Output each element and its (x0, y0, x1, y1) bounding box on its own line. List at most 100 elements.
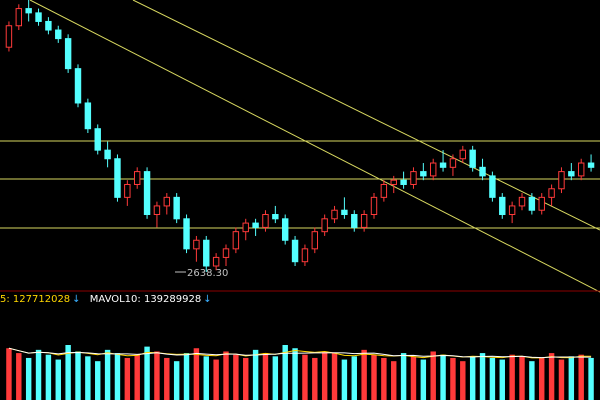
candle-body (25, 8, 32, 14)
volume-bar (361, 349, 367, 400)
candle-body (193, 239, 200, 250)
candle (242, 218, 249, 241)
candle-body (163, 196, 171, 207)
volume-bar (371, 354, 377, 400)
candle-body (15, 8, 23, 27)
candle-body (548, 188, 555, 198)
candle-body (508, 205, 516, 216)
candle-body (380, 183, 388, 198)
candle-body (538, 196, 545, 211)
volume-bar (183, 353, 190, 400)
candle-body (272, 214, 279, 220)
volume-bar (16, 353, 22, 400)
candle-body (360, 214, 368, 228)
volume-bar (203, 356, 209, 400)
volume-bar (578, 354, 584, 400)
ma10-arrow-icon: ↓ (203, 294, 212, 305)
candle (45, 17, 52, 35)
volume-bar (292, 348, 298, 400)
volume-bar (193, 348, 200, 400)
candle-body (351, 214, 358, 228)
volume-bar (233, 354, 239, 400)
candle (321, 214, 328, 236)
candle (429, 158, 437, 181)
candle-body (311, 231, 319, 250)
volume-bar (558, 359, 565, 400)
candle (449, 154, 457, 176)
volume-bar (341, 359, 348, 400)
candle-body (84, 102, 92, 130)
volume-bar (144, 346, 150, 400)
volume-bar (568, 356, 575, 400)
candle (301, 244, 309, 266)
volume-bar (223, 351, 229, 400)
candle (133, 167, 141, 189)
volume-bar (55, 359, 61, 400)
candle (94, 124, 101, 155)
candle (360, 210, 368, 232)
candle-body (499, 196, 506, 216)
candle-body (183, 218, 190, 250)
candle-body (232, 231, 240, 250)
volume-bar (539, 357, 545, 400)
candle-body (439, 162, 447, 168)
volume-bar (65, 345, 71, 400)
candle (469, 145, 476, 172)
volume-bar (95, 361, 101, 400)
candle-body (242, 222, 249, 233)
volume-bar (75, 351, 81, 400)
volume-bar (85, 356, 91, 400)
volume-bar (164, 357, 170, 400)
volume-bar (499, 359, 505, 400)
candle (499, 193, 506, 219)
candle-body (420, 171, 427, 177)
volume-bar (25, 357, 32, 400)
volume-bar (440, 354, 446, 400)
candle (331, 205, 338, 224)
candle-body (429, 162, 437, 177)
candle (508, 201, 516, 224)
candle (410, 167, 417, 189)
candle-body (104, 149, 111, 160)
candle-body (281, 218, 289, 241)
candle (489, 171, 496, 202)
trendline-top (132, 0, 600, 231)
candle (222, 244, 230, 266)
candle (232, 227, 240, 254)
candle (281, 214, 289, 245)
candle-body (301, 248, 309, 263)
candle-body (479, 166, 486, 177)
candle-body (35, 12, 42, 22)
candle-body (55, 29, 62, 40)
candle-body (222, 248, 230, 258)
volume-bar (351, 356, 357, 400)
candle (518, 193, 526, 211)
candle (173, 193, 180, 224)
candle-body (5, 25, 13, 48)
candle-body (558, 171, 565, 190)
candle-body (94, 128, 101, 151)
volume-bar (104, 349, 111, 400)
candle-body (74, 68, 82, 104)
volume-ma10-line (8, 347, 592, 359)
candle (380, 180, 388, 202)
volume-bar (6, 348, 12, 400)
volume-bar (252, 349, 259, 400)
volume-bar (410, 356, 417, 400)
ma10-value: MAVOL10: 139289928 (89, 294, 202, 305)
low-price-label: 2638.30 (187, 268, 229, 279)
candles-layer (5, 0, 595, 272)
volume-bar (321, 351, 328, 400)
volume-bars-layer (6, 345, 594, 400)
candle (35, 8, 42, 26)
volume-bar (331, 353, 338, 400)
candle-body (45, 20, 52, 31)
candle-body (252, 222, 259, 228)
candle (400, 171, 407, 189)
volume-bar (460, 361, 466, 400)
candle-body (390, 179, 397, 185)
candle-body (449, 158, 457, 168)
volume-bar (45, 354, 52, 400)
candle (163, 193, 171, 215)
